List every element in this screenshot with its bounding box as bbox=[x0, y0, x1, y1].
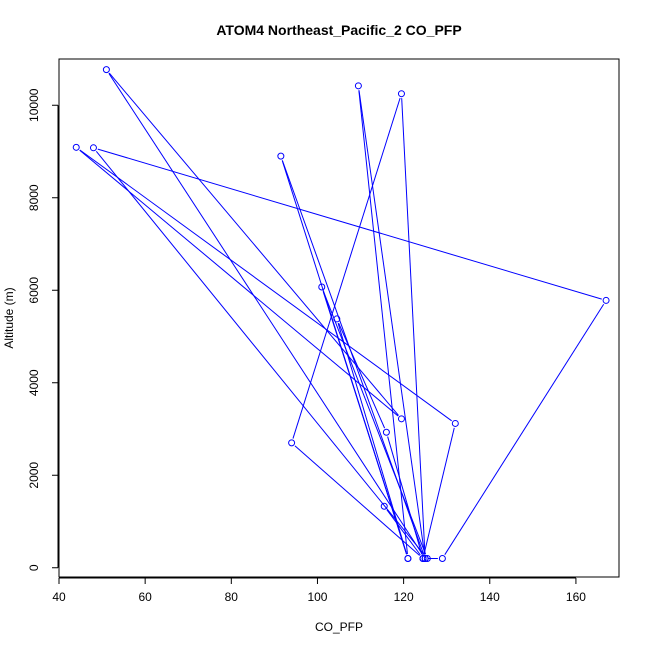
data-point bbox=[419, 555, 427, 562]
x-tick-label: 80 bbox=[225, 590, 239, 604]
x-tick-label: 40 bbox=[52, 590, 66, 604]
data-point bbox=[438, 555, 446, 562]
series-segment bbox=[79, 149, 399, 417]
x-tick-label: 160 bbox=[566, 590, 586, 604]
y-tick-label: 4000 bbox=[27, 369, 41, 396]
series-segment bbox=[358, 90, 426, 555]
x-tick-label: 60 bbox=[138, 590, 152, 604]
y-axis: 0 2000 4000 6000 8000 10000 bbox=[27, 88, 59, 571]
y-tick-label: 6000 bbox=[27, 277, 41, 304]
data-point bbox=[397, 415, 405, 423]
series-lines bbox=[79, 72, 605, 559]
series-segment bbox=[401, 98, 426, 555]
series-points bbox=[72, 66, 610, 562]
data-point bbox=[380, 502, 388, 510]
data-point bbox=[423, 555, 431, 562]
series-segment bbox=[95, 150, 425, 556]
x-axis-label: CO_PFP bbox=[315, 620, 363, 634]
data-point bbox=[397, 90, 405, 98]
data-point bbox=[421, 555, 429, 562]
data-point bbox=[102, 66, 110, 74]
series-segment bbox=[444, 303, 605, 555]
data-point bbox=[602, 296, 610, 304]
data-point bbox=[318, 283, 326, 291]
chart-title: ATOM4 Northeast_Pacific_2 CO_PFP bbox=[216, 22, 461, 38]
series-segment bbox=[108, 73, 424, 556]
series-segment bbox=[79, 149, 452, 422]
data-point bbox=[277, 152, 285, 160]
x-tick-label: 140 bbox=[480, 590, 500, 604]
series-segment bbox=[322, 291, 408, 555]
series-segment bbox=[294, 445, 420, 556]
data-point bbox=[72, 143, 80, 151]
x-axis: 40 60 80 100 120 140 160 bbox=[52, 577, 586, 604]
data-point bbox=[288, 439, 296, 447]
series-segment bbox=[386, 509, 421, 556]
y-tick-label: 8000 bbox=[27, 184, 41, 211]
y-axis-label: Altitude (m) bbox=[2, 287, 16, 348]
series-segment bbox=[97, 148, 602, 300]
series-segment bbox=[358, 90, 408, 555]
data-point bbox=[382, 428, 390, 436]
series-segment bbox=[387, 436, 423, 555]
data-point bbox=[89, 144, 97, 152]
series-segment bbox=[108, 72, 399, 416]
series-segment bbox=[292, 97, 401, 439]
plot-frame bbox=[58, 58, 620, 578]
y-tick-label: 2000 bbox=[27, 462, 41, 489]
data-point bbox=[354, 82, 362, 90]
data-point bbox=[333, 315, 341, 323]
data-point bbox=[451, 419, 459, 427]
x-tick-label: 100 bbox=[307, 590, 327, 604]
series-segment bbox=[423, 427, 455, 555]
data-point bbox=[404, 555, 412, 562]
series-segment bbox=[337, 323, 408, 555]
x-tick-label: 120 bbox=[394, 590, 414, 604]
y-tick-label: 0 bbox=[27, 564, 41, 571]
series-segment bbox=[338, 322, 386, 429]
y-tick-label: 10000 bbox=[27, 88, 41, 122]
